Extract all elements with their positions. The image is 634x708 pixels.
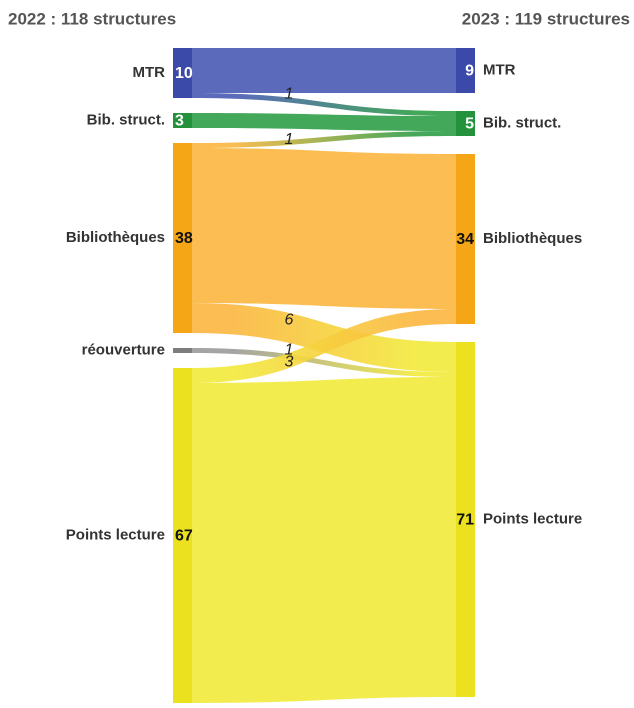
node-name: MTR	[133, 64, 166, 81]
node-value: 71	[456, 512, 474, 529]
node-value: 10	[175, 65, 193, 82]
left-title: 2022 : 118 structures	[8, 9, 176, 28]
node-bar	[173, 113, 192, 128]
node-name: Points lecture	[66, 526, 165, 543]
node-name: Bibliothèques	[66, 229, 165, 246]
link-label: 1	[284, 131, 293, 148]
link-label: 6	[284, 311, 293, 328]
node-bar	[456, 342, 475, 697]
link	[192, 131, 456, 148]
node-bar	[173, 48, 192, 98]
node-name: réouverture	[82, 341, 165, 358]
link	[192, 93, 456, 116]
node-bar	[173, 368, 192, 703]
node-bar	[456, 48, 475, 93]
link-label: 1	[284, 341, 293, 358]
node-bar	[456, 111, 475, 136]
link	[192, 303, 456, 372]
node-bar	[173, 348, 192, 353]
link	[192, 348, 456, 377]
node-name: Bibliothèques	[483, 230, 582, 247]
link-label: 1	[284, 86, 293, 103]
node-value: 3	[175, 113, 184, 130]
link-label: 3	[284, 354, 293, 371]
link	[192, 309, 456, 383]
node-name: Bib. struct.	[483, 114, 561, 131]
node-name: Points lecture	[483, 510, 582, 527]
link	[192, 377, 456, 703]
node-value: 38	[175, 230, 193, 247]
node-bar	[456, 154, 475, 324]
link	[192, 48, 456, 93]
node-name: MTR	[483, 61, 516, 78]
node-bar	[173, 143, 192, 333]
node-name: Bib. struct.	[87, 111, 165, 128]
link	[192, 113, 456, 131]
link	[192, 148, 456, 309]
right-title: 2023 : 119 structures	[462, 9, 630, 28]
node-value: 67	[175, 528, 193, 545]
node-value: 34	[456, 231, 474, 248]
node-value: 9	[465, 63, 474, 80]
node-value: 5	[465, 116, 474, 133]
